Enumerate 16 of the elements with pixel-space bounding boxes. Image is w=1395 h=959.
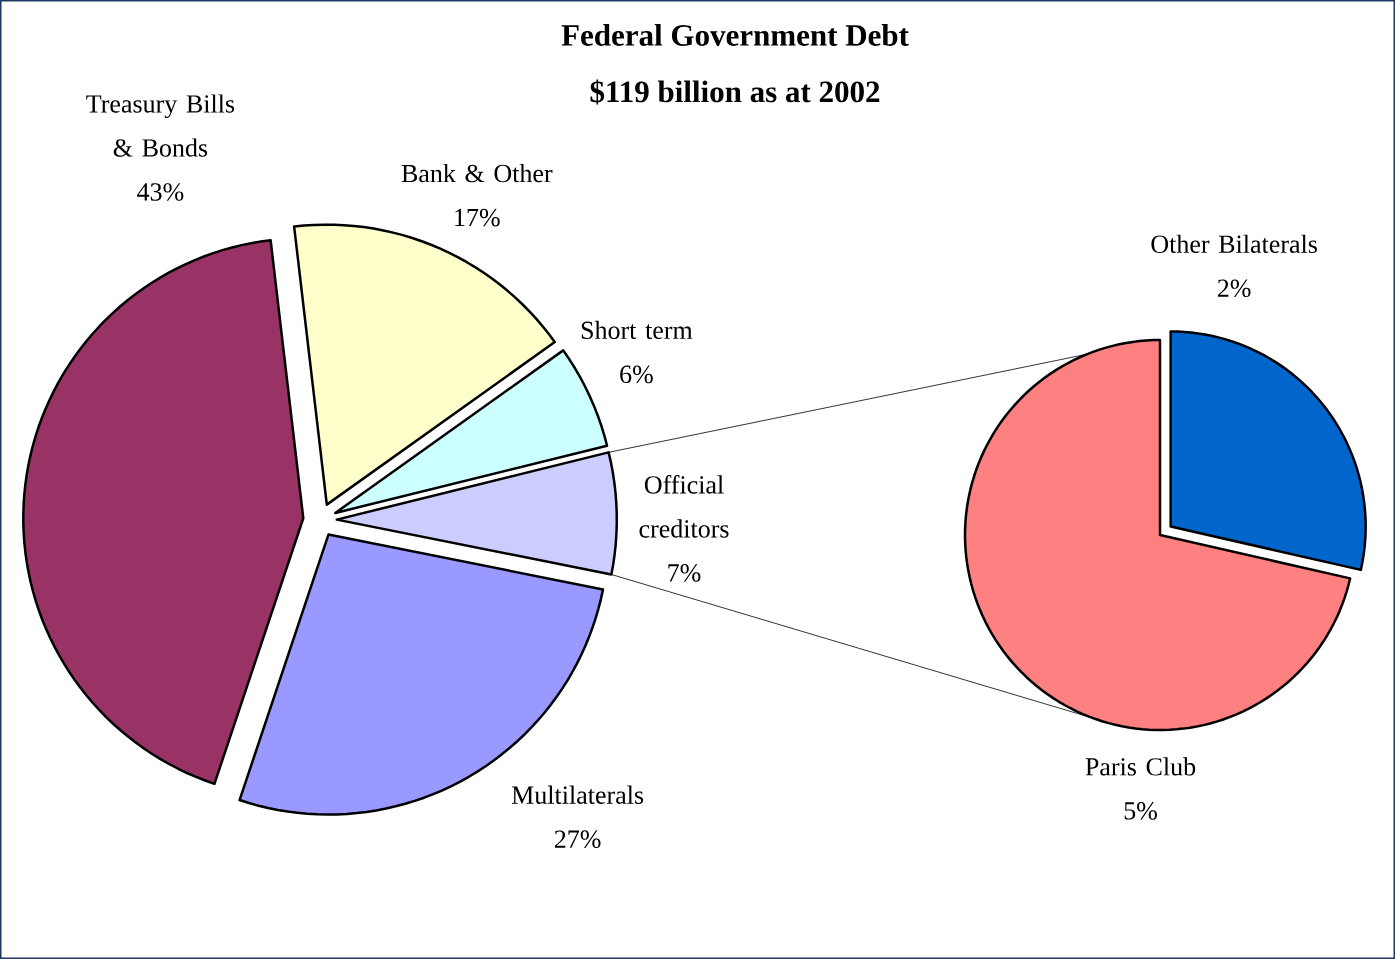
data-label: 27% <box>554 830 601 848</box>
data-label: 6% <box>620 365 653 384</box>
data-label: 2% <box>1217 279 1251 298</box>
slice-label: Other Bilaterals <box>1151 234 1317 253</box>
data-label: 43% <box>137 183 184 201</box>
data-label: 5% <box>1124 802 1157 820</box>
slice-label: Treasury Bills & Bonds <box>86 94 235 157</box>
chart-subtitle: $119 billion as at 2002 <box>590 79 880 105</box>
slice-label: Bank & Other <box>401 164 553 183</box>
slice-label: Short term <box>581 320 693 340</box>
slice-label: Multilaterals <box>511 785 644 804</box>
data-label: 17% <box>455 208 500 227</box>
chart-title: Federal Government Debt <box>561 24 909 46</box>
data-label: 7% <box>668 564 701 582</box>
slice-label: Paris Club <box>1085 757 1196 776</box>
slice-label: Official creditors <box>639 475 729 538</box>
